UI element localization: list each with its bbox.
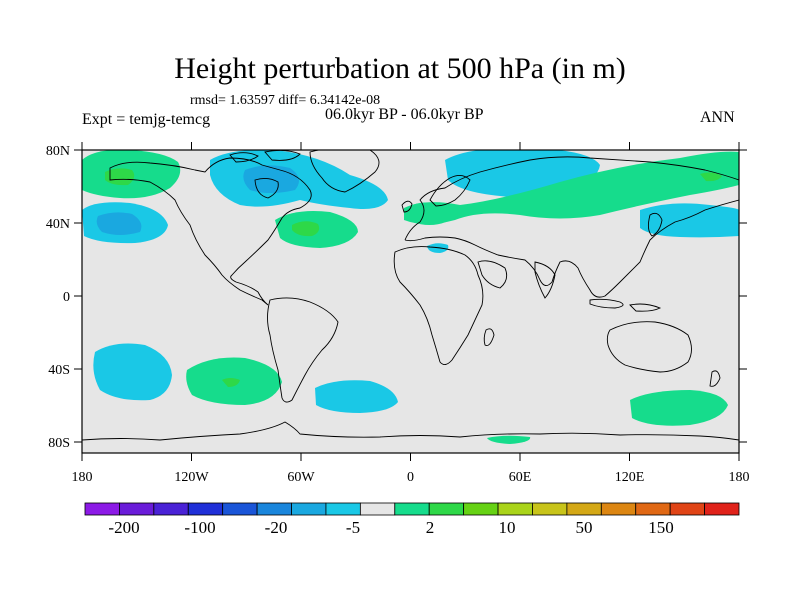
coast-japan [647,212,663,237]
x-tick-label: 0 [407,470,414,485]
colorbar-label: -5 [346,518,360,537]
contour-blue-canada [210,150,388,209]
axis-ticks [74,142,747,461]
plot-title: Height perturbation at 500 hPa (in m) [174,52,626,85]
colorbar-swatch [497,502,533,516]
colorbar-swatch [532,502,568,516]
coast-north-america [109,157,312,306]
colorbar-swatch [566,502,602,516]
contour-green-europe [408,202,448,225]
experiment-label: Expt = temjg-temcg [82,111,211,128]
colorbar-swatch [291,502,327,516]
x-tick-label: 180 [72,470,93,485]
colorbar-swatch [256,502,292,516]
contour-midblue-npacific [96,212,142,235]
coast-eurasia [404,156,739,298]
coast-madagascar [483,328,495,346]
contour-green-eurasia [404,151,739,224]
contour-blue-satlantic [315,380,398,413]
colorbar-swatch [325,502,361,516]
colorbar-label: -100 [184,518,215,537]
contour-darkgreen-eurasia [700,172,722,182]
colorbar [84,502,740,516]
colorbar-label: 50 [576,518,593,537]
colorbar-label: 2 [426,518,435,537]
season-label: ANN [700,109,735,126]
coast-se-asia [589,298,662,312]
colorbar-swatch [463,502,499,516]
y-tick-label: 80N [46,144,70,159]
coast-scandinavia [429,175,471,207]
colorbar-swatch [359,502,396,516]
coast-britain [401,200,413,213]
contour-blue-spacific [93,343,172,401]
x-tick-label: 60W [287,470,315,485]
coast-antarctica [82,421,739,441]
x-tick-label: 120W [174,470,209,485]
y-tick-label: 40N [46,217,70,232]
x-tick-label: 120E [615,470,645,485]
colorbar-label: 150 [648,518,674,537]
colorbar-swatch [153,502,189,516]
colorbar-swatch [187,502,224,516]
coast-australia [606,321,692,373]
colorbar-label: -20 [265,518,288,537]
colorbar-swatch [394,502,430,516]
y-tick-label: 40S [48,363,70,378]
x-tick-label: 180 [729,470,750,485]
colorbar-labels: -200 -100 -20 -5 2 10 50 150 [108,518,673,537]
contour-green-antarctic [487,435,531,444]
colorbar-label: 10 [499,518,516,537]
colorbar-label: -200 [108,518,139,537]
colorbar-swatch [222,502,258,516]
colorbar-swatch [119,502,155,516]
colorbar-swatch [84,502,120,516]
x-tick-label: 60E [509,470,532,485]
y-tick-label: 80S [48,436,70,451]
colorbar-swatch [635,502,671,516]
rmsd-text: rmsd= 1.63597 diff= 6.34142e-08 [190,93,381,108]
coastlines [82,150,739,441]
colorbar-swatch [704,502,740,516]
coast-africa [393,246,484,365]
coast-india [534,261,556,299]
contour-darkgreen-spacific [222,378,240,387]
coast-arabia [477,260,508,289]
y-tick-label: 0 [63,290,70,305]
colorbar-swatch [428,502,465,516]
contour-blue-med [427,243,449,253]
coast-south-america [267,297,339,403]
colorbar-swatch [600,502,637,516]
period-text: 06.0kyr BP - 06.0kyr BP [325,106,484,123]
coast-hudson [254,177,279,199]
coast-new-zealand [709,370,721,387]
colorbar-swatch [669,502,705,516]
coast-greenland [309,150,380,193]
contour-blue-nwpacific [640,203,739,238]
contour-darkgreen-alaska [105,168,135,186]
contour-darkgreen-atlantic [292,221,320,237]
contour-green-sindian [630,390,728,426]
